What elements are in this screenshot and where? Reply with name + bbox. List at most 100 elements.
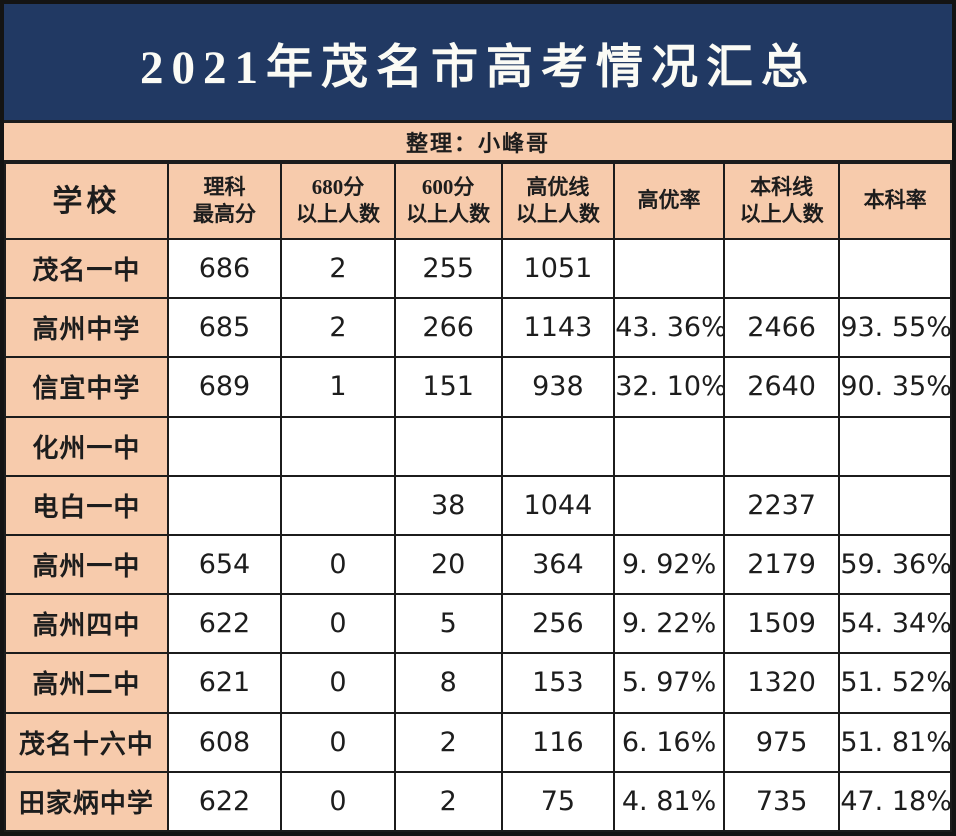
data-cell: 685 (166, 297, 283, 359)
data-cell (166, 474, 283, 536)
column-header-priority-rate: 高优率 (613, 162, 725, 240)
data-cell: 93. 55% (838, 297, 952, 359)
subtitle-text: 整理：小峰哥 (405, 130, 550, 156)
data-cell: 364 (500, 533, 616, 596)
column-header-science-top-score: 理科 最高分 (166, 162, 283, 240)
data-cell: 2640 (722, 356, 841, 418)
column-header-above-undergrad-line-count: 本科线 以上人数 (722, 162, 841, 240)
data-cell: 256 (500, 593, 616, 655)
data-cell (838, 474, 952, 536)
data-cell: 1044 (500, 474, 616, 536)
data-cell: 686 (166, 237, 283, 300)
data-cell: 735 (722, 770, 841, 833)
table-row: 高州四中 622 0 5 256 9. 22% 1509 54. 34% (4, 593, 952, 655)
data-cell: 1051 (500, 237, 616, 300)
school-name-cell: 化州一中 (4, 415, 169, 477)
column-header-above-680-count: 680分 以上人数 (280, 162, 396, 240)
data-cell: 0 (280, 533, 396, 596)
table-header-row: 学校 理科 最高分 680分 以上人数 600分 以上人数 高优线 以上人数 高… (4, 162, 952, 240)
table-row: 茂名十六中 608 0 2 116 6. 16% 975 51. 81% (4, 711, 952, 773)
subtitle-bar: 整理：小峰哥 (4, 123, 952, 162)
data-cell: 51. 81% (838, 711, 952, 773)
table-row: 田家炳中学 622 0 2 75 4. 81% 735 47. 18% (4, 770, 952, 833)
page-title: 2021年茂名市高考情况汇总 (140, 41, 816, 94)
data-cell: 2179 (722, 533, 841, 596)
data-cell (500, 415, 616, 477)
data-cell: 9. 92% (613, 533, 725, 596)
data-cell (166, 415, 283, 477)
data-cell: 2466 (722, 297, 841, 359)
column-header-school: 学校 (4, 162, 169, 240)
data-cell: 255 (393, 237, 503, 300)
data-cell: 2237 (722, 474, 841, 536)
column-header-above-priority-line-count: 高优线 以上人数 (500, 162, 616, 240)
data-cell: 5 (393, 593, 503, 655)
school-name-cell: 信宜中学 (4, 356, 169, 418)
data-cell (838, 415, 952, 477)
data-cell: 1143 (500, 297, 616, 359)
table-body: 茂名一中 686 2 255 1051 高州中学 685 2 266 1143 43. 36% 246… (4, 237, 952, 833)
data-cell: 2 (393, 711, 503, 773)
data-cell: 1 (280, 356, 396, 418)
data-cell: 0 (280, 652, 396, 714)
data-cell: 0 (280, 711, 396, 773)
data-cell (613, 415, 725, 477)
data-cell: 2 (393, 770, 503, 833)
data-cell (280, 415, 396, 477)
data-cell (393, 415, 503, 477)
data-cell: 153 (500, 652, 616, 714)
table-row: 高州中学 685 2 266 1143 43. 36% 2466 93. 55% (4, 297, 952, 359)
data-cell: 54. 34% (838, 593, 952, 655)
data-cell: 20 (393, 533, 503, 596)
data-cell: 75 (500, 770, 616, 833)
data-cell: 59. 36% (838, 533, 952, 596)
data-cell: 47. 18% (838, 770, 952, 833)
data-cell: 4. 81% (613, 770, 725, 833)
school-name-cell: 茂名十六中 (4, 711, 169, 773)
summary-table: 学校 理科 最高分 680分 以上人数 600分 以上人数 高优线 以上人数 高… (4, 162, 952, 833)
data-cell (613, 474, 725, 536)
title-bar: 2021年茂名市高考情况汇总 (4, 4, 952, 123)
data-cell: 0 (280, 593, 396, 655)
data-cell: 622 (166, 593, 283, 655)
data-cell: 608 (166, 711, 283, 773)
table-row: 信宜中学 689 1 151 938 32. 10% 2640 90. 35% (4, 356, 952, 418)
data-cell (722, 415, 841, 477)
data-cell: 90. 35% (838, 356, 952, 418)
data-cell: 2 (280, 237, 396, 300)
data-cell: 938 (500, 356, 616, 418)
data-cell (722, 237, 841, 300)
data-cell: 51. 52% (838, 652, 952, 714)
data-cell: 654 (166, 533, 283, 596)
data-cell: 9. 22% (613, 593, 725, 655)
school-name-cell: 电白一中 (4, 474, 169, 536)
school-name-cell: 高州四中 (4, 593, 169, 655)
column-header-undergrad-rate: 本科率 (838, 162, 952, 240)
data-cell (613, 237, 725, 300)
data-cell: 622 (166, 770, 283, 833)
data-cell: 689 (166, 356, 283, 418)
data-cell (838, 237, 952, 300)
data-cell: 32. 10% (613, 356, 725, 418)
data-cell: 266 (393, 297, 503, 359)
school-name-cell: 高州中学 (4, 297, 169, 359)
data-cell (280, 474, 396, 536)
data-cell: 6. 16% (613, 711, 725, 773)
data-cell: 8 (393, 652, 503, 714)
data-cell: 5. 97% (613, 652, 725, 714)
table-row: 电白一中 38 1044 2237 (4, 474, 952, 536)
data-cell: 2 (280, 297, 396, 359)
data-cell: 0 (280, 770, 396, 833)
data-cell: 43. 36% (613, 297, 725, 359)
table-row: 高州二中 621 0 8 153 5. 97% 1320 51. 52% (4, 652, 952, 714)
data-cell: 975 (722, 711, 841, 773)
school-name-cell: 高州二中 (4, 652, 169, 714)
school-name-cell: 高州一中 (4, 533, 169, 596)
table-row: 化州一中 (4, 415, 952, 477)
data-cell: 621 (166, 652, 283, 714)
school-name-cell: 茂名一中 (4, 237, 169, 300)
table-row: 高州一中 654 0 20 364 9. 92% 2179 59. 36% (4, 533, 952, 596)
data-cell: 1320 (722, 652, 841, 714)
data-cell: 1509 (722, 593, 841, 655)
